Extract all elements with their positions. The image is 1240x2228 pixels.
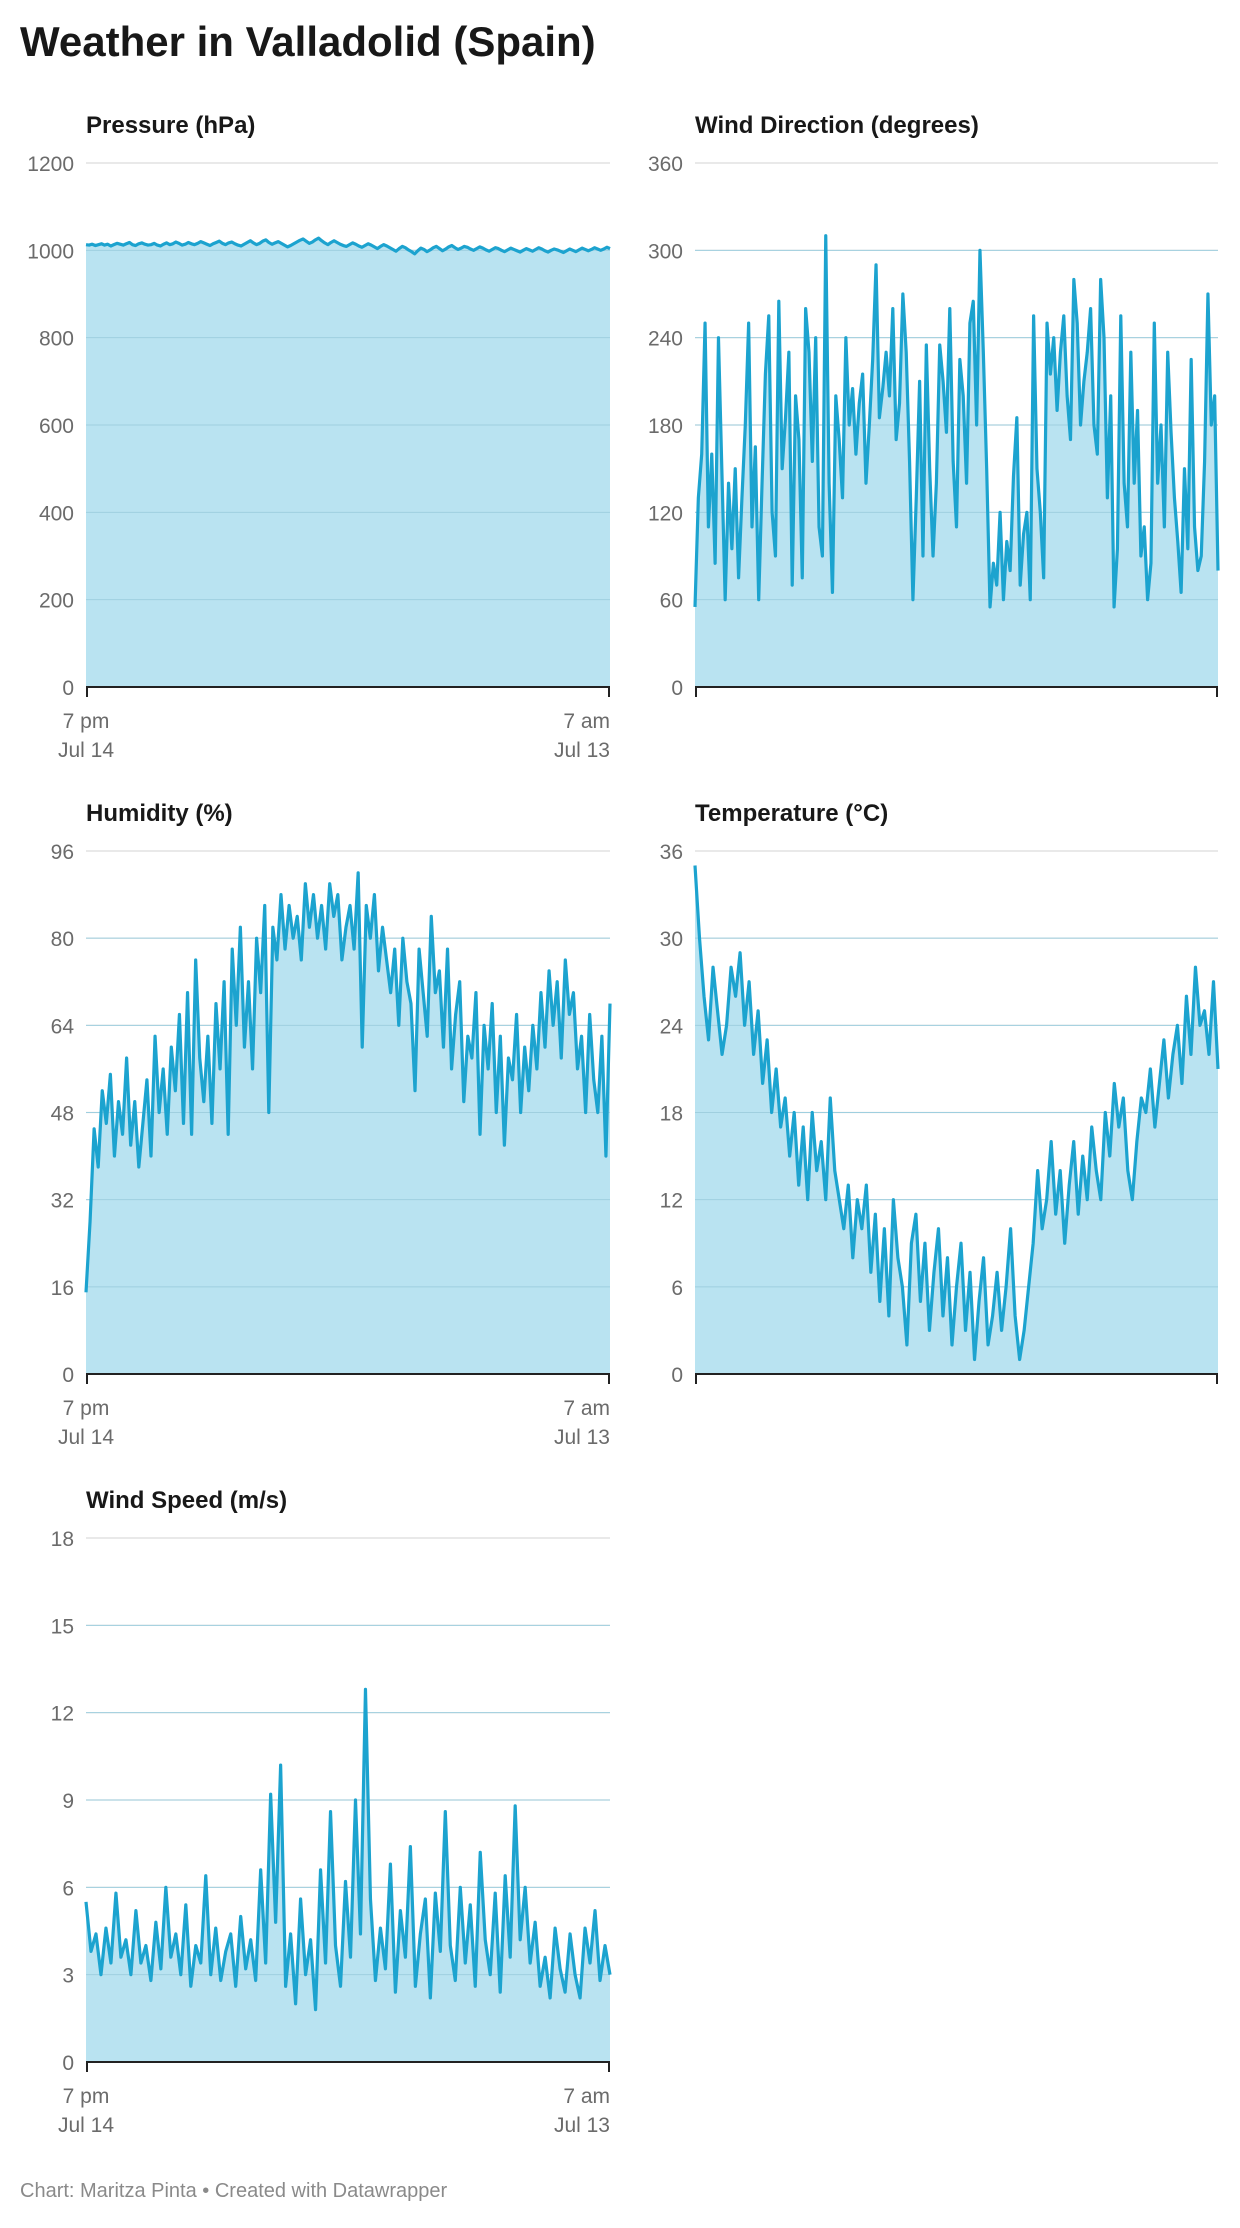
- y-tick-label: 0: [671, 677, 683, 700]
- series-line: [84, 1687, 612, 2012]
- y-tick-label: 36: [660, 841, 683, 864]
- page-title: Weather in Valladolid (Spain): [20, 18, 596, 65]
- x-tick-label: 7 pm: [63, 1397, 110, 1420]
- x-tick-label: 7 pm: [63, 2085, 110, 2108]
- series-line: [85, 236, 611, 256]
- y-tick-label: 24: [660, 1015, 684, 1038]
- y-tick-label: 120: [648, 502, 683, 525]
- x-tick-label: 7 am: [563, 1397, 610, 1420]
- y-tick-label: 12: [51, 1703, 74, 1726]
- y-tick-label: 9: [62, 1790, 74, 1813]
- series-area: [695, 865, 1218, 1374]
- x-tick-label: Jul 13: [554, 2114, 610, 2137]
- x-tick-label: 7 am: [563, 2085, 610, 2108]
- y-tick-label: 48: [51, 1103, 74, 1126]
- series-line: [693, 865, 1220, 1362]
- x-tick-label: 7 am: [563, 710, 610, 733]
- panel-title: Wind Speed (m/s): [86, 1487, 287, 1514]
- panel-title: Humidity (%): [86, 800, 233, 827]
- y-tick-label: 15: [51, 1615, 74, 1638]
- y-tick-label: 0: [62, 2052, 74, 2075]
- y-tick-label: 30: [660, 928, 683, 951]
- x-tick-label: Jul 14: [58, 739, 114, 762]
- y-tick-label: 64: [51, 1015, 75, 1038]
- y-tick-label: 6: [671, 1277, 683, 1300]
- y-tick-label: 16: [51, 1277, 74, 1300]
- y-tick-label: 32: [51, 1190, 74, 1213]
- y-tick-label: 3: [62, 1965, 74, 1988]
- y-tick-label: 18: [660, 1103, 683, 1126]
- panel-title: Temperature (°C): [695, 800, 888, 827]
- series-line: [84, 871, 612, 1293]
- series-area: [86, 872, 610, 1374]
- y-tick-label: 360: [648, 153, 683, 176]
- y-tick-label: 1200: [27, 153, 74, 176]
- y-tick-label: 400: [39, 502, 74, 525]
- x-tick-label: Jul 13: [554, 1426, 610, 1449]
- x-tick-label: Jul 13: [554, 739, 610, 762]
- series-area: [86, 1689, 610, 2062]
- x-tick-label: Jul 14: [58, 2114, 114, 2137]
- y-tick-label: 600: [39, 415, 74, 438]
- y-tick-label: 12: [660, 1190, 683, 1213]
- y-tick-label: 96: [51, 841, 74, 864]
- panel-title: Pressure (hPa): [86, 112, 255, 139]
- panel-title: Wind Direction (degrees): [695, 112, 979, 139]
- y-tick-label: 0: [62, 1364, 74, 1387]
- y-tick-label: 1000: [27, 240, 74, 263]
- y-tick-label: 18: [51, 1528, 74, 1551]
- series-area: [86, 238, 610, 688]
- y-tick-label: 6: [62, 1877, 74, 1900]
- x-tick-label: Jul 14: [58, 1426, 114, 1449]
- y-tick-label: 200: [39, 590, 74, 613]
- x-tick-label: 7 pm: [63, 710, 110, 733]
- y-tick-label: 300: [648, 240, 683, 263]
- y-tick-label: 60: [660, 590, 683, 613]
- y-tick-label: 180: [648, 415, 683, 438]
- footer-credit: Chart: Maritza Pinta • Created with Data…: [20, 2180, 448, 2202]
- y-tick-label: 80: [51, 928, 74, 951]
- y-tick-label: 240: [648, 328, 683, 351]
- y-tick-label: 0: [62, 677, 74, 700]
- y-tick-label: 0: [671, 1364, 683, 1387]
- y-tick-label: 800: [39, 328, 74, 351]
- series-line: [693, 234, 1220, 609]
